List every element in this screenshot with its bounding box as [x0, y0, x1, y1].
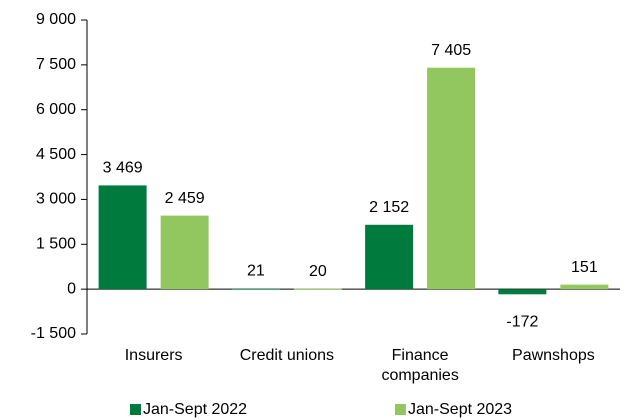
y-tick-label: -1 500 [31, 325, 76, 342]
y-tick-label: 0 [67, 280, 76, 297]
bar [231, 288, 280, 290]
legend-swatch [130, 404, 141, 415]
data-label: 2 459 [165, 190, 205, 207]
bar [365, 224, 414, 290]
bar [560, 284, 609, 290]
data-label: 20 [309, 263, 327, 280]
y-tick-label: 3 000 [36, 191, 76, 208]
bar [98, 185, 147, 290]
y-tick-label: 7 500 [36, 56, 76, 73]
data-label: 2 152 [369, 199, 409, 216]
legend-label: Jan-Sept 2022 [143, 401, 247, 418]
legend-label: Jan-Sept 2023 [408, 401, 512, 418]
data-label: 3 469 [103, 160, 143, 177]
y-tick-label: 1 500 [36, 236, 76, 253]
data-label: 7 405 [431, 42, 471, 59]
y-tick-label: 9 000 [36, 11, 76, 28]
bar [498, 289, 547, 295]
data-label: 151 [571, 259, 598, 276]
bar [293, 288, 342, 290]
data-label: 21 [247, 263, 265, 280]
x-tick-label: Pawnshops [512, 347, 595, 364]
data-label: -172 [506, 314, 538, 331]
bar [427, 67, 476, 290]
x-tick-label: Insurers [124, 347, 183, 364]
legend-swatch [395, 404, 406, 415]
x-tick-label: Credit unions [239, 347, 335, 364]
bar [160, 215, 209, 290]
x-tick-label: Finance companies [381, 347, 459, 384]
y-tick-label: 6 000 [36, 101, 76, 118]
y-tick-label: 4 500 [36, 146, 76, 163]
